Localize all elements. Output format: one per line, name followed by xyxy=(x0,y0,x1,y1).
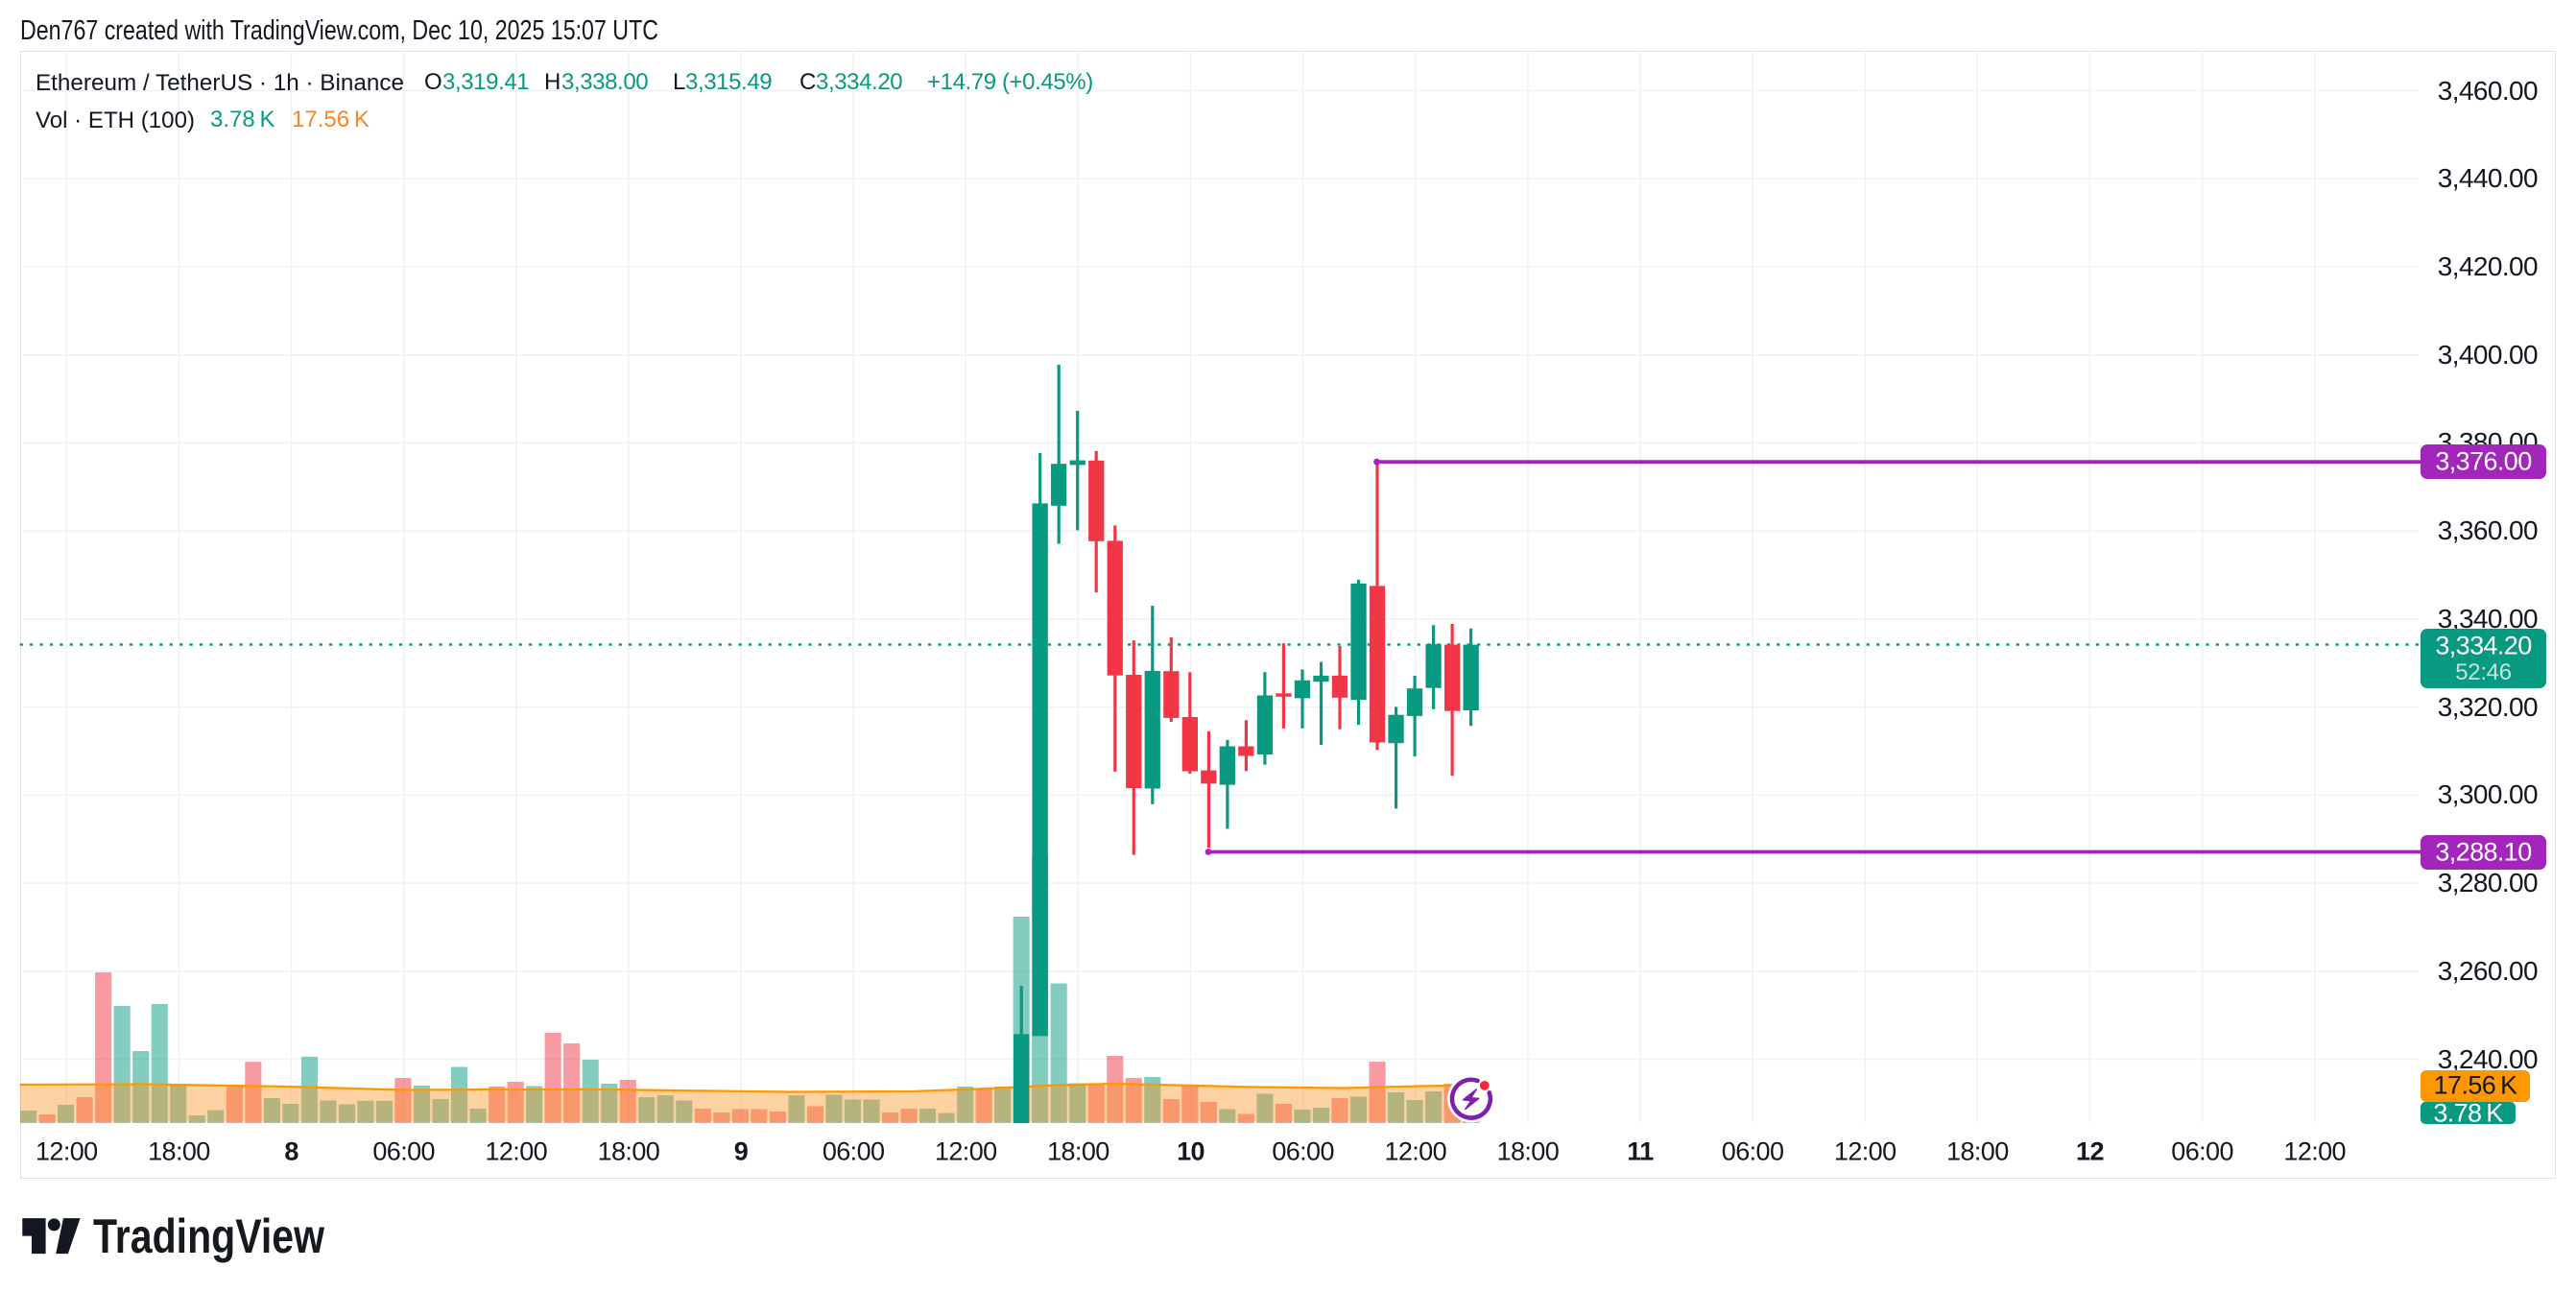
svg-text:Den767 created with TradingVie: Den767 created with TradingView.com, Dec… xyxy=(20,15,658,46)
svg-text:Vol · ETH (100): Vol · ETH (100) xyxy=(36,108,195,133)
svg-text:TradingView: TradingView xyxy=(93,1209,324,1263)
svg-text:Ethereum / TetherUS · 1h · Bin: Ethereum / TetherUS · 1h · Binance xyxy=(36,70,404,96)
